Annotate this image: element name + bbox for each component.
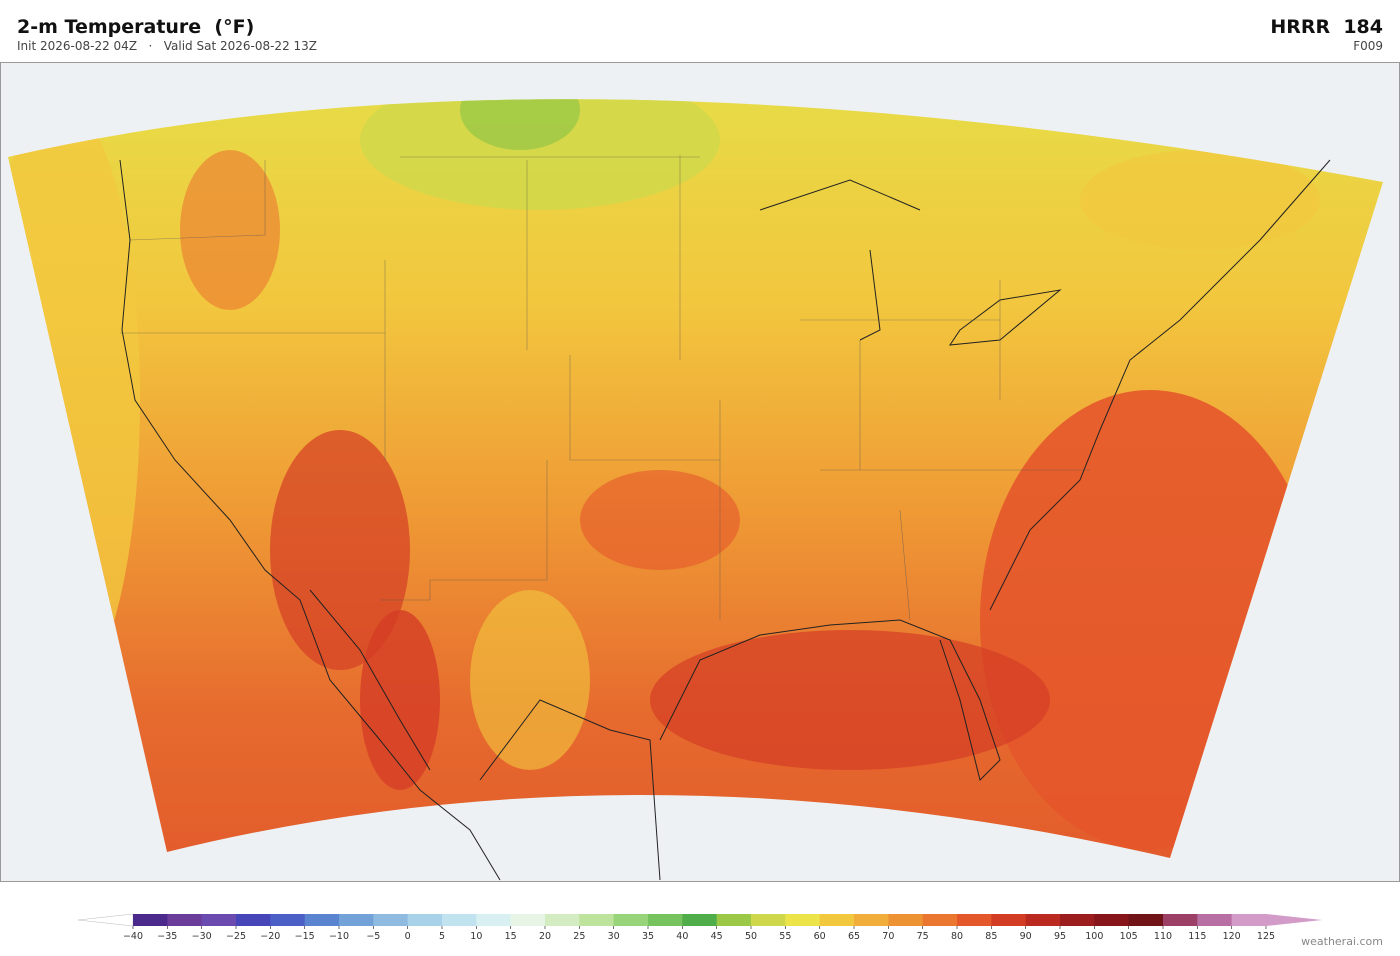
colorbar-bin xyxy=(888,914,924,926)
colorbar-tick-label: 10 xyxy=(470,931,482,942)
coastlines xyxy=(119,159,1331,881)
credit: weatherai.com xyxy=(1301,935,1383,948)
colorbar-tick-label: 100 xyxy=(1085,931,1103,942)
colorbar-bin xyxy=(236,914,271,926)
colorbar-tick-label: 30 xyxy=(608,931,620,942)
colorbar-tick-label: 60 xyxy=(814,931,826,942)
colorbar-tick-label: 20 xyxy=(539,931,551,942)
state-borders xyxy=(120,155,1090,621)
colorbar-tick-label: 125 xyxy=(1257,931,1275,942)
colorbar-tick-label: −20 xyxy=(260,931,280,942)
colorbar-bin xyxy=(373,914,409,926)
colorbar-bin xyxy=(648,914,683,926)
colorbar-bin xyxy=(751,914,786,926)
colorbar-bin xyxy=(1197,914,1233,926)
colorbar-bin xyxy=(304,914,340,926)
colorbar-bin xyxy=(510,914,546,926)
colorbar-tick-label: 5 xyxy=(439,931,445,942)
colorbar-tick-label: −10 xyxy=(329,931,349,942)
colorbar-bin xyxy=(1094,914,1130,926)
colorbar-under xyxy=(77,913,134,927)
colorbar-tick-label: 120 xyxy=(1223,931,1241,942)
colorbar-tick-label: 55 xyxy=(779,931,791,942)
colorbar-tick-label: −15 xyxy=(295,931,315,942)
colorbar-bin xyxy=(957,914,992,926)
colorbar-tick-label: 65 xyxy=(848,931,860,942)
colorbar-tick-label: −40 xyxy=(123,931,143,942)
colorbar-bin xyxy=(991,914,1027,926)
colorbar-bin xyxy=(545,914,580,926)
colorbar-tick-label: 35 xyxy=(642,931,654,942)
colorbar-bin xyxy=(682,914,718,926)
colorbar-bin xyxy=(785,914,821,926)
colorbar-bin xyxy=(133,914,168,926)
colorbar-bin xyxy=(339,914,374,926)
colorbar-bin xyxy=(201,914,237,926)
colorbar-tick-label: 70 xyxy=(882,931,894,942)
colorbar-bin xyxy=(613,914,649,926)
colorbar-tick-label: 110 xyxy=(1154,931,1172,942)
colorbar: −40 −35 −30 −25 −20 −15 −10 −5 0 5 10 15 20 25 30 35 40 4… xyxy=(77,913,1322,942)
colorbar-tick-label: 25 xyxy=(573,931,585,942)
subtitle: Init 2026-08-22 04Z · Valid Sat 2026-08-… xyxy=(17,39,318,53)
colorbar-bin xyxy=(1060,914,1095,926)
map-title: 2-m Temperature (°F) xyxy=(17,16,255,38)
colorbar-bin xyxy=(476,914,512,926)
colorbar-tick-label: 105 xyxy=(1120,931,1138,942)
colorbar-bin xyxy=(1025,914,1061,926)
colorbar-tick-label: 15 xyxy=(505,931,517,942)
colorbar-bin xyxy=(579,914,615,926)
colorbar-bin xyxy=(854,914,889,926)
colorbar-over xyxy=(1266,914,1322,926)
colorbar-bin xyxy=(716,914,752,926)
colorbar-tick-label: 75 xyxy=(917,931,929,942)
colorbar-bin xyxy=(922,914,958,926)
colorbar-tick-label: 95 xyxy=(1054,931,1066,942)
colorbar-tick-label: −25 xyxy=(226,931,246,942)
colorbar-bin xyxy=(270,914,306,926)
colorbar-bin xyxy=(819,914,855,926)
colorbar-tick-label: 115 xyxy=(1188,931,1206,942)
colorbar-tick-label: 0 xyxy=(405,931,411,942)
colorbar-tick-label: −35 xyxy=(157,931,177,942)
colorbar-tick-label: −5 xyxy=(366,931,380,942)
colorbar-bin xyxy=(1231,914,1267,926)
colorbar-bin xyxy=(1128,914,1164,926)
colorbar-bin xyxy=(407,914,443,926)
forecast-hour: F009 xyxy=(1353,39,1383,53)
colorbar-tick-label: 45 xyxy=(711,931,723,942)
colorbar-tick-label: −30 xyxy=(192,931,212,942)
colorbar-tick-label: 90 xyxy=(1020,931,1032,942)
colorbar-tick-label: 50 xyxy=(745,931,757,942)
colorbar-tick-label: 80 xyxy=(951,931,963,942)
colorbar-bin xyxy=(442,914,477,926)
model-label: HRRR 184 xyxy=(1270,16,1383,38)
temperature-field xyxy=(8,99,1383,859)
colorbar-bin xyxy=(1163,914,1198,926)
colorbar-tick-label: 40 xyxy=(676,931,688,942)
colorbar-bin xyxy=(167,914,203,926)
colorbar-tick-label: 85 xyxy=(985,931,997,942)
